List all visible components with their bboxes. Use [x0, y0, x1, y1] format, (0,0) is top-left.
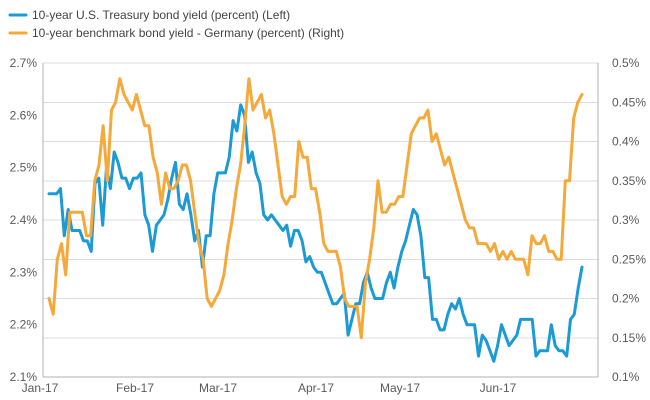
legend-label: 10-year benchmark bond yield - Germany (… — [32, 26, 344, 40]
right-axis-tick-label: 0.5% — [612, 56, 640, 70]
right-axis-tick-label: 0.1% — [612, 370, 640, 384]
legend: 10-year U.S. Treasury bond yield (percen… — [8, 8, 344, 40]
right-axis-tick-label: 0.45% — [612, 95, 646, 109]
x-axis-tick-labels: Jan-17 Feb-17 Mar-17 Apr-17 May-17 Jun-17 — [22, 381, 517, 395]
gridlines — [43, 62, 598, 339]
right-axis-tick-label: 0.2% — [612, 292, 640, 306]
right-axis-tick-labels: 0.1% 0.15% 0.2% 0.25% 0.3% 0.35% 0.4% 0.45% 0.5% — [612, 56, 646, 384]
right-axis-tick-label: 0.3% — [612, 213, 640, 227]
series-lines — [47, 77, 584, 363]
left-axis-tick-label: 2.2% — [10, 318, 38, 332]
right-axis-tick-label: 0.35% — [612, 174, 646, 188]
x-axis-tick-label: Jan-17 — [22, 381, 59, 395]
x-axis-tick-label: Jun-17 — [480, 381, 517, 395]
x-axis-tick-label: May-17 — [380, 381, 420, 395]
left-axis-tick-label: 2.5% — [10, 161, 38, 175]
left-axis-tick-label: 2.3% — [10, 265, 38, 279]
right-axis-tick-label: 0.25% — [612, 252, 646, 266]
left-axis-tick-label: 2.6% — [10, 108, 38, 122]
left-axis-tick-label: 2.1% — [10, 370, 38, 384]
legend-label: 10-year U.S. Treasury bond yield (percen… — [32, 8, 290, 22]
left-axis-tick-label: 2.7% — [10, 56, 38, 70]
x-axis-tick-label: Feb-17 — [116, 381, 154, 395]
right-axis-tick-label: 0.15% — [612, 331, 646, 345]
axes — [42, 63, 599, 378]
right-axis-tick-label: 0.4% — [612, 135, 640, 149]
x-axis-tick-label: Apr-17 — [298, 381, 334, 395]
left-axis-tick-labels: 2.1% 2.2% 2.3% 2.4% 2.5% 2.6% 2.7% — [10, 56, 38, 384]
x-axis-tick-label: Mar-17 — [199, 381, 237, 395]
us-treasury-yield-line — [47, 103, 584, 363]
germany-bond-yield-line — [47, 77, 584, 340]
left-axis-tick-label: 2.4% — [10, 213, 38, 227]
